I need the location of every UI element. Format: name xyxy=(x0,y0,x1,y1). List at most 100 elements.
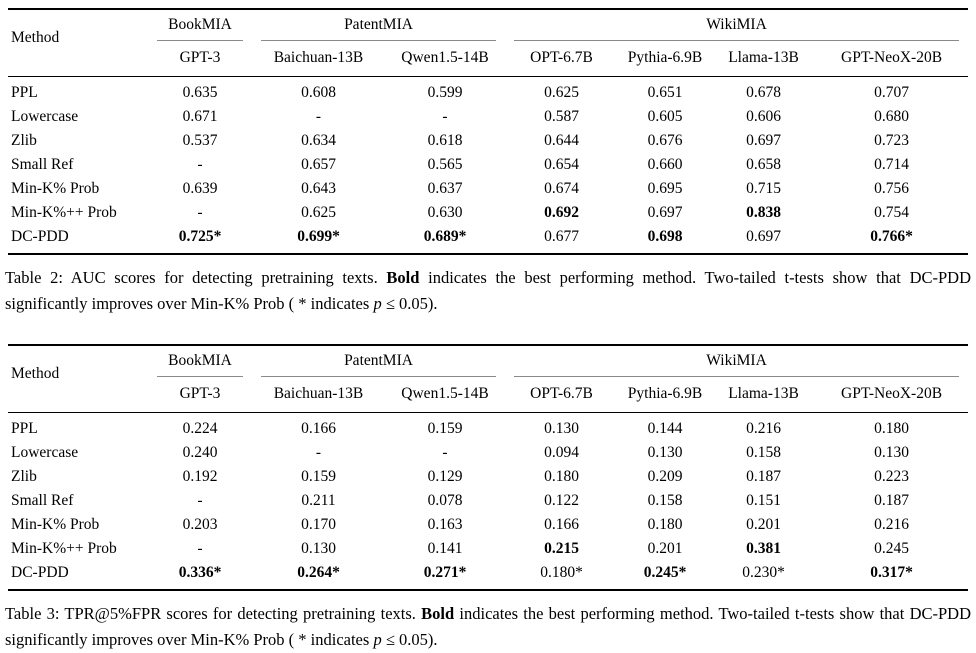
table-row: Zlib 0.192 0.159 0.129 0.180 0.209 0.187 0.223 xyxy=(8,464,968,488)
model-header-row: GPT-3 Baichuan-13B Qwen1.5-14B OPT-6.7B Pyth… xyxy=(8,376,969,413)
group-underline-rule: PatentMIA xyxy=(261,351,497,377)
table-row: DC-PDD 0.725* 0.699* 0.689* 0.677 0.698 0.697 0… xyxy=(8,225,968,255)
model-column-header: Llama-13B xyxy=(712,40,816,77)
score-cell: 0.192 xyxy=(182,467,218,485)
method-row-label: Min-K% Prob xyxy=(11,179,100,197)
score-cell: 0.223 xyxy=(874,467,909,485)
caption-text-segment: indicates the best performing method. Tw… xyxy=(5,268,971,314)
score-cell: 0.651 xyxy=(647,83,683,101)
score-cell: 0.240 xyxy=(182,443,218,461)
caption-text-segment: Bold xyxy=(386,268,420,288)
score-cell: 0.537 xyxy=(182,131,218,149)
score-cell: 0.159 xyxy=(427,419,463,437)
group-label: PatentMIA xyxy=(344,16,413,33)
model-column-header: GPT-NeoX-20B xyxy=(815,376,969,413)
score-cell: 0.599 xyxy=(427,83,463,101)
dataset-group-header: PatentMIA xyxy=(252,9,505,41)
dataset-group-header: WikiMIA xyxy=(505,345,968,377)
score-cell: 0.660 xyxy=(647,155,683,173)
group-underline-rule: WikiMIA xyxy=(514,351,960,377)
score-cell: 0.697 xyxy=(746,131,781,149)
score-cell: 0.130 xyxy=(301,539,336,557)
method-row-label: Min-K%++ Prob xyxy=(11,539,117,557)
score-cell: 0.130 xyxy=(544,419,579,437)
score-cell: 0.715 xyxy=(746,179,781,197)
score-cell: 0.130 xyxy=(874,443,909,461)
model-column-header: Llama-13B xyxy=(712,376,816,413)
score-cell: 0.122 xyxy=(544,491,579,509)
score-cell: 0.264* xyxy=(297,563,340,581)
score-cell: 0.657 xyxy=(301,155,336,173)
score-cell: 0.565 xyxy=(427,155,463,173)
model-column-header: Baichuan-13B xyxy=(252,376,385,413)
score-cell: - xyxy=(315,443,322,461)
model-column-header: GPT-3 xyxy=(148,40,252,77)
method-row-label: PPL xyxy=(11,419,38,437)
method-row-label: Zlib xyxy=(11,131,37,149)
method-row-label: Small Ref xyxy=(11,491,74,509)
group-label: WikiMIA xyxy=(706,351,767,369)
score-cell: 0.180 xyxy=(544,467,579,485)
method-row-label: PPL xyxy=(11,83,38,101)
group-underline-rule: BookMIA xyxy=(157,352,243,377)
score-cell: 0.725* xyxy=(178,227,222,245)
dataset-group-header: WikiMIA xyxy=(505,9,968,41)
score-cell: 0.151 xyxy=(746,491,781,509)
score-cell: 0.707 xyxy=(874,83,909,101)
score-cell: 0.697 xyxy=(746,227,781,245)
model-column-header: Pythia-6.9B xyxy=(618,40,713,77)
score-cell: 0.723 xyxy=(874,131,909,149)
score-cell: 0.676 xyxy=(647,131,683,149)
table-3-caption: Table 3: TPR@5%FPR scores for detecting … xyxy=(5,601,971,652)
method-row-label: DC-PDD xyxy=(11,227,69,245)
score-cell: 0.187 xyxy=(874,491,909,509)
method-row-label: Min-K% Prob xyxy=(11,515,100,533)
table-row: PPL 0.635 0.608 0.599 0.625 0.651 0.678 0.707 xyxy=(8,76,968,104)
group-label: PatentMIA xyxy=(344,351,413,369)
score-cell: - xyxy=(442,107,448,125)
group-header-row: Method BookMIA PatentMIA WikiMIA xyxy=(8,344,968,413)
score-cell: 0.141 xyxy=(427,539,463,557)
score-cell: 0.838 xyxy=(746,203,781,221)
table-row: Min-K% Prob 0.203 0.170 0.163 0.166 0.180 0.20… xyxy=(8,512,968,536)
table-row: Min-K% Prob 0.639 0.643 0.637 0.674 0.695 0.71… xyxy=(8,177,968,201)
table-3-section: Method BookMIA PatentMIA WikiMIA GPT-3 Baichu… xyxy=(5,343,971,653)
group-header-row: Method BookMIA PatentMIA WikiMIA xyxy=(8,9,968,77)
score-cell: 0.635 xyxy=(182,83,218,101)
score-cell: 0.129 xyxy=(427,467,463,485)
score-cell: 0.381 xyxy=(746,539,781,557)
score-cell: 0.637 xyxy=(427,179,463,197)
caption-text-segment: ≤ 0.05). xyxy=(381,630,438,650)
group-label: BookMIA xyxy=(168,16,232,33)
score-cell: 0.180* xyxy=(540,563,583,581)
model-column-header: OPT-6.7B xyxy=(505,376,619,413)
group-underline-rule: BookMIA xyxy=(157,16,243,41)
score-cell: - xyxy=(197,539,203,557)
score-cell: 0.170 xyxy=(301,515,336,533)
caption-text-segment: Table 3: TPR@5%FPR scores for detecting … xyxy=(5,604,422,624)
score-cell: 0.187 xyxy=(746,467,781,485)
score-cell: 0.271* xyxy=(423,563,467,581)
score-cell: 0.698 xyxy=(647,227,683,245)
score-cell: 0.180 xyxy=(647,515,683,533)
score-cell: 0.158 xyxy=(647,491,683,509)
score-cell: 0.630 xyxy=(427,203,463,221)
model-column-header: Qwen1.5-14B xyxy=(385,376,506,413)
score-cell: 0.756 xyxy=(874,179,909,197)
model-header-row: GPT-3 Baichuan-13B Qwen1.5-14B OPT-6.7B Pyth… xyxy=(8,40,969,77)
score-cell: 0.159 xyxy=(301,467,336,485)
score-cell: 0.203 xyxy=(182,515,218,533)
method-row-label: Small Ref xyxy=(11,155,74,173)
score-cell: 0.078 xyxy=(427,491,463,509)
score-cell: 0.216 xyxy=(874,515,909,533)
score-cell: 0.215 xyxy=(544,539,579,557)
score-cell: 0.692 xyxy=(544,203,579,221)
score-cell: 0.754 xyxy=(874,203,909,221)
method-column-header: Method xyxy=(8,9,148,77)
score-cell: 0.130 xyxy=(647,443,683,461)
score-cell: 0.714 xyxy=(874,155,909,173)
score-cell: 0.163 xyxy=(427,515,463,533)
method-column-header: Method xyxy=(8,344,148,413)
score-cell: 0.699* xyxy=(297,227,340,245)
